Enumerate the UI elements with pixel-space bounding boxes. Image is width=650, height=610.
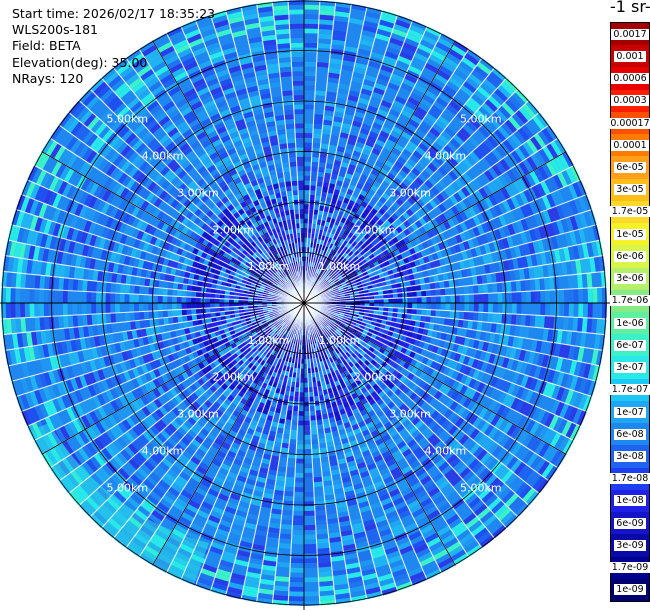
- colorbar-tick-label: 0.0001: [611, 139, 649, 151]
- range-ring-label: 4.00km: [142, 445, 184, 458]
- colorbar-segment: 1.7e-06: [609, 289, 650, 312]
- colorbar-tick-label: 1.7e-09: [609, 562, 650, 574]
- colorbar-segment: 1.7e-05: [609, 200, 650, 224]
- colorbar-segment: 1e-08: [611, 489, 649, 513]
- colorbar-tick-label: 3e-09: [614, 539, 646, 551]
- colorbar-tick-label: 1e-09: [614, 584, 646, 596]
- range-ring-label: 5.00km: [460, 481, 502, 494]
- colorbar-segment: 6e-05: [611, 156, 649, 179]
- colorbar-tick-label: 6e-05: [614, 161, 646, 173]
- range-ring-label: 2.00km: [354, 371, 396, 384]
- colorbar-tick-label: 1.7e-05: [609, 206, 650, 218]
- range-ring-label: 2.00km: [213, 223, 255, 236]
- colorbar-segment: 3e-07: [611, 356, 649, 379]
- colorbar-tick-label: 0.0003: [611, 95, 649, 107]
- colorbar-tick-label: 1.7e-07: [609, 384, 650, 396]
- colorbar-segment: 0.0001: [611, 134, 649, 157]
- range-ring-label: 5.00km: [460, 113, 502, 126]
- colorbar-segment: 1e-09: [611, 578, 649, 601]
- colorbar-tick-label: 6e-07: [614, 339, 646, 351]
- colorbar-segment: 0.0003: [611, 89, 649, 112]
- radar-data-field: [1, 0, 607, 606]
- colorbar-tick-label: 3e-07: [614, 362, 646, 374]
- range-ring-label: 1.00km: [248, 260, 290, 273]
- range-ring-label: 1.00km: [319, 334, 361, 347]
- colorbar-segment: 1e-06: [611, 312, 649, 335]
- colorbar-segment: 1e-05: [611, 223, 649, 246]
- range-ring-label: 4.00km: [142, 150, 184, 163]
- colorbar-tick-label: 1e-07: [614, 406, 646, 418]
- colorbar: 0.0017 0.001 0.0006 0.0003 0.00017 0.0001 6e-0…: [608, 22, 650, 602]
- colorbar-segment: 6e-08: [611, 423, 649, 446]
- range-ring-label: 5.00km: [107, 481, 149, 494]
- colorbar-segment: 1e-07: [611, 400, 649, 424]
- colorbar-tick-label: 6e-09: [614, 517, 646, 529]
- colorbar-tick-label: 3e-05: [614, 184, 646, 196]
- colorbar-tick-label: 1e-08: [614, 495, 646, 507]
- colorbar-segment: 3e-09: [611, 534, 649, 557]
- colorbar-tick-label: 3e-08: [614, 450, 646, 462]
- range-ring-label: 1.00km: [248, 334, 290, 347]
- colorbar-segment: 0.00017: [608, 111, 650, 135]
- range-ring-label: 2.00km: [213, 371, 255, 384]
- colorbar-segment: 6e-07: [611, 334, 649, 357]
- colorbar-segment: 0.0017: [611, 23, 649, 46]
- start-time-text: Start time: 2026/02/17 18:35:23: [12, 6, 216, 21]
- colorbar-tick-label: 0.00017: [608, 117, 650, 129]
- colorbar-segment: 3e-08: [611, 445, 649, 468]
- radar-ppi-plot: 1.00km 1.00km 1.00km 1.00km 2.00km 2.00km 2.00…: [0, 0, 610, 610]
- colorbar-segment: 6e-06: [611, 245, 649, 268]
- colorbar-tick-label: 0.0006: [611, 73, 649, 85]
- field-text: Field: BETA: [12, 38, 81, 54]
- colorbar-tick-label: 3e-06: [614, 273, 646, 285]
- colorbar-segment: 0.0006: [611, 67, 649, 90]
- range-ring-label: 5.00km: [107, 113, 149, 126]
- colorbar-segment: 6e-09: [611, 512, 649, 535]
- colorbar-tick-label: 6e-08: [614, 428, 646, 440]
- colorbar-segment: 1.7e-08: [609, 467, 650, 490]
- elevation-text: Elevation(deg): 35.00: [12, 54, 148, 70]
- colorbar-segment: 3e-05: [611, 178, 649, 201]
- range-ring-label: 4.00km: [425, 150, 467, 163]
- colorbar-tick-label: 0.001: [614, 50, 646, 62]
- colorbar-segment: 1.7e-07: [609, 378, 650, 401]
- colorbar-segment: 1.7e-09: [609, 556, 650, 579]
- range-ring-label: 3.00km: [177, 186, 219, 199]
- nrays-text: NRays: 120: [12, 70, 84, 86]
- colorbar-tick-label: 1e-05: [614, 228, 646, 240]
- scan-info: Start time: 2026/02/17 18:35:23 WLS200s-…: [12, 6, 215, 87]
- colorbar-units-title: -1 sr-1: [610, 0, 650, 16]
- colorbar-tick-label: 0.0017: [611, 28, 649, 40]
- range-ring-label: 3.00km: [389, 408, 431, 421]
- range-ring-label: 3.00km: [389, 186, 431, 199]
- range-ring-label: 2.00km: [354, 223, 396, 236]
- colorbar-segment: 3e-06: [611, 267, 649, 290]
- range-ring-label: 1.00km: [319, 260, 361, 273]
- colorbar-segment: 0.001: [611, 45, 649, 68]
- instrument-name-text: WLS200s-181: [12, 22, 98, 38]
- range-ring-label: 3.00km: [177, 408, 219, 421]
- range-ring-label: 4.00km: [425, 445, 467, 458]
- colorbar-tick-label: 1.7e-08: [609, 473, 650, 485]
- colorbar-tick-label: 1.7e-06: [609, 295, 650, 307]
- colorbar-tick-label: 6e-06: [614, 250, 646, 262]
- colorbar-tick-label: 1e-06: [614, 317, 646, 329]
